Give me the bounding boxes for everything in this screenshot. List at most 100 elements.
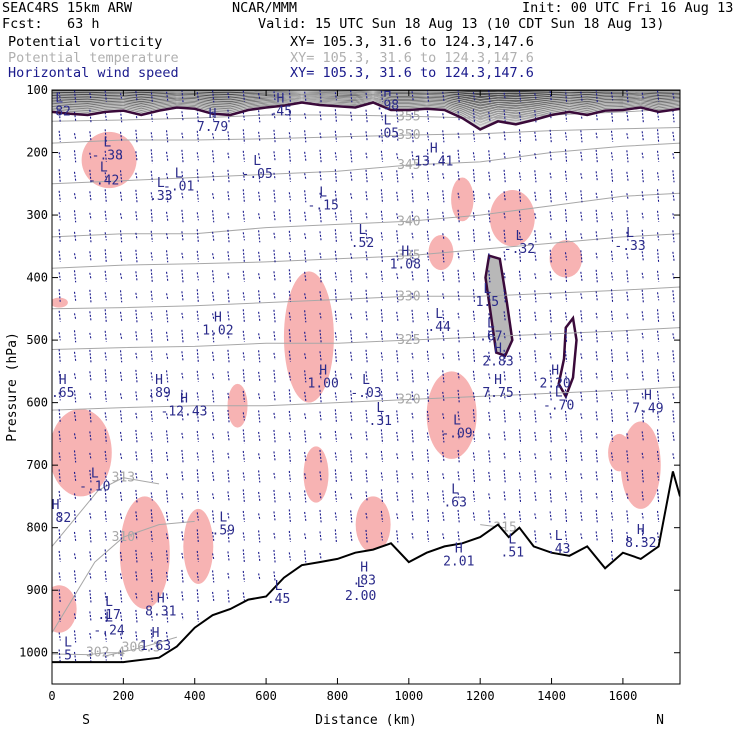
wind-vector (549, 129, 552, 143)
wind-vector (227, 191, 230, 202)
wind-vector (227, 332, 230, 340)
negative-pv-region (451, 177, 474, 222)
wind-vector (196, 452, 199, 461)
wind-vector (89, 229, 92, 243)
wind-vector (472, 430, 476, 442)
wind-vector (488, 351, 491, 361)
wind-vector (181, 612, 184, 621)
pv-extremum-marker: L (453, 414, 461, 429)
wind-vector (196, 572, 199, 581)
wind-vector (442, 511, 445, 522)
wind-vector (641, 311, 644, 322)
wind-vector (58, 212, 61, 221)
wind-vector (350, 193, 353, 200)
pv-extremum-marker: L (483, 282, 491, 297)
wind-vector (549, 429, 552, 443)
wind-vector (488, 411, 491, 421)
wind-vector (350, 231, 353, 241)
wind-vector (73, 193, 77, 200)
wind-vector (580, 391, 583, 401)
wind-vector (595, 132, 598, 140)
wind-vector (104, 232, 107, 241)
wind-vector (196, 610, 199, 623)
wind-vector (196, 130, 199, 142)
wind-vector (212, 351, 215, 361)
field-xy-pv: XY= 105.3, 31.6 to 124.3,147.6 (290, 34, 534, 50)
wind-vector (564, 192, 568, 201)
wind-vector (656, 489, 660, 504)
theta-contour-line (52, 327, 680, 350)
wind-vector (258, 393, 261, 400)
wind-vector (411, 232, 414, 240)
wind-vector (288, 449, 292, 464)
wind-vector (119, 131, 123, 141)
wind-vector (442, 293, 445, 300)
wind-vector (442, 271, 445, 281)
wind-vector (212, 531, 215, 542)
wind-vector (564, 449, 568, 464)
wind-vector (196, 370, 199, 382)
wind-vector (472, 169, 476, 184)
wind-vector (196, 92, 199, 101)
wind-vector (304, 511, 307, 522)
pv-extremum-marker: H (494, 342, 502, 357)
pv-extremum-marker: H (319, 363, 327, 378)
x-tick-label: 800 (327, 689, 349, 703)
wind-vector (73, 231, 77, 241)
wind-vector (334, 169, 338, 184)
wind-vector (273, 112, 276, 120)
pv-extremum-marker: L (253, 154, 261, 169)
wind-vector (334, 310, 338, 322)
wind-vector (181, 531, 184, 542)
field-xy-theta: XY= 105.3, 31.6 to 124.3,147.6 (290, 50, 534, 66)
pv-extremum-value: -.38 (92, 148, 123, 163)
wind-vector (472, 289, 476, 304)
wind-vector (380, 210, 384, 222)
wind-vector (396, 513, 399, 520)
stratosphere-pv-contour (52, 92, 680, 99)
pv-extremum-marker: L (100, 160, 108, 175)
wind-vector (595, 209, 598, 223)
wind-vector (518, 270, 522, 282)
x-axis-label: Distance (km) (315, 713, 417, 728)
wind-vector (549, 189, 552, 203)
wind-vector (196, 229, 199, 244)
wind-vector (288, 252, 292, 261)
wind-vector (165, 331, 169, 341)
wind-vector (242, 549, 246, 564)
pv-extremum-marker: H (360, 560, 368, 575)
pv-extremum-value: .44 (427, 320, 451, 335)
wind-vector (273, 571, 276, 582)
negative-pv-region (52, 408, 112, 497)
x-tick-label: 1200 (466, 689, 495, 703)
wind-vector (426, 350, 430, 362)
wind-vector (89, 251, 92, 262)
negative-pv-region (620, 421, 661, 509)
wind-vector (119, 453, 123, 460)
wind-vector (610, 109, 614, 124)
wind-vector (457, 231, 460, 242)
wind-vector (656, 150, 660, 162)
wind-vector (595, 372, 598, 380)
pv-extremum-marker: H (209, 107, 217, 122)
theta-contour-label: 320 (397, 393, 420, 408)
wind-vector (119, 93, 123, 100)
pv-extremum-value: -.10 (79, 480, 110, 495)
wind-vector (350, 111, 353, 121)
wind-vector (58, 130, 61, 142)
pv-extremum-value: -.09 (441, 427, 472, 442)
wind-vector (549, 451, 552, 462)
wind-vector (534, 251, 537, 261)
wind-vector (319, 552, 322, 561)
wind-vector (212, 471, 215, 481)
wind-vector (135, 129, 138, 143)
wind-vector (258, 213, 261, 220)
init-time: Init: 00 UTC Fri 16 Aug 13 (522, 0, 734, 16)
pv-extremum-value: .65 (51, 386, 74, 401)
field-name-pv: Potential vorticity (8, 34, 163, 50)
wind-vector (227, 349, 230, 363)
wind-vector (472, 332, 476, 341)
wind-vectors (58, 90, 675, 664)
wind-vector (549, 211, 552, 222)
wind-vector (212, 133, 215, 140)
